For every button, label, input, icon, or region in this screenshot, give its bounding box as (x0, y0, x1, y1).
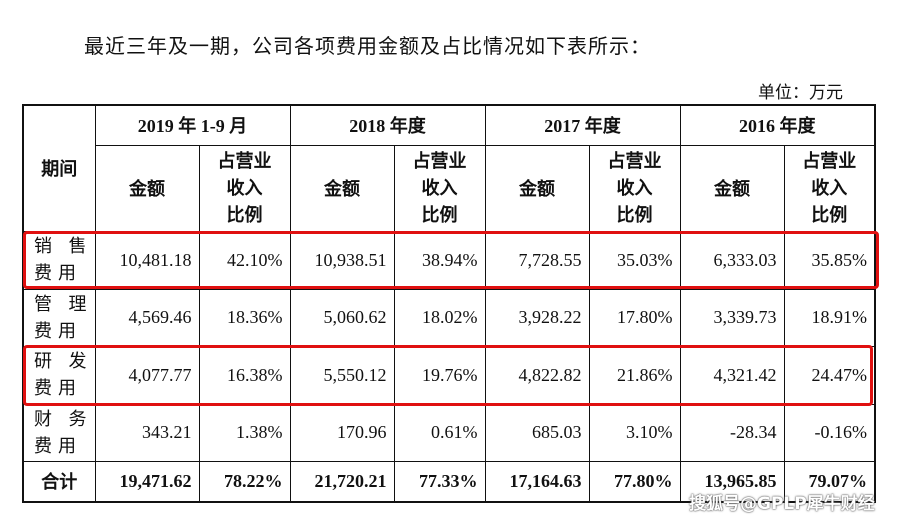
amount-header: 金额 (484, 144, 590, 232)
row-label: 管 理费用 (22, 288, 96, 347)
amount-cell: 5,060.62 (289, 288, 395, 347)
ratio-cell: 0.61% (393, 403, 486, 462)
ratio-cell: 78.22% (198, 460, 291, 503)
ratio-header: 占营业 收入 比例 (783, 144, 876, 232)
amount-cell: 6,333.03 (679, 230, 785, 290)
ratio-cell: 3.10% (588, 403, 681, 462)
amount-header: 金额 (289, 144, 395, 232)
amount-cell: 7,728.55 (484, 230, 590, 290)
amount-cell: 10,938.51 (289, 230, 395, 290)
ratio-cell: 79.07% (783, 460, 876, 503)
amount-header: 金额 (679, 144, 785, 232)
period-header: 2016 年度 (679, 104, 876, 146)
highlight-box-rd (23, 345, 873, 406)
total-label: 合计 (22, 460, 96, 503)
unit-label: 单位：万元 (758, 83, 843, 103)
watermark: 搜狐号@GPLP犀牛财经 (689, 494, 875, 514)
period-label: 期间 (22, 104, 96, 232)
period-header: 2018 年度 (289, 104, 486, 146)
row-label: 研 发费用 (22, 345, 96, 405)
ratio-cell: 17.80% (588, 288, 681, 347)
ratio-cell: 18.36% (198, 288, 291, 347)
amount-cell: 685.03 (484, 403, 590, 462)
amount-cell: 170.96 (289, 403, 395, 462)
amount-cell: 4,321.42 (679, 345, 785, 405)
amount-cell: 5,550.12 (289, 345, 395, 405)
amount-cell: 13,965.85 (679, 460, 785, 503)
amount-cell: 3,339.73 (679, 288, 785, 347)
period-header: 2019 年 1-9 月 (94, 104, 291, 146)
ratio-cell: 18.02% (393, 288, 486, 347)
highlight-box-sales (23, 231, 879, 289)
expense-table: 期间 2019 年 1-9 月 2018 年度 2017 年度 2016 年度 … (22, 104, 876, 503)
amount-cell: 19,471.62 (94, 460, 200, 503)
ratio-cell: 24.47% (783, 345, 876, 405)
amount-cell: 4,569.46 (94, 288, 200, 347)
amount-cell: 3,928.22 (484, 288, 590, 347)
ratio-cell: 77.33% (393, 460, 486, 503)
table-row: 销 售费用 10,481.18 42.10% 10,938.51 38.94% … (22, 230, 876, 290)
ratio-cell: -0.16% (783, 403, 876, 462)
amount-header: 金额 (94, 144, 200, 232)
ratio-cell: 19.76% (393, 345, 486, 405)
amount-cell: 343.21 (94, 403, 200, 462)
table-row: 研 发费用 4,077.77 16.38% 5,550.12 19.76% 4,… (22, 345, 876, 405)
ratio-header: 占营业 收入 比例 (393, 144, 486, 232)
ratio-header: 占营业 收入 比例 (588, 144, 681, 232)
table-row: 财 务费用 343.21 1.38% 170.96 0.61% 685.03 3… (22, 403, 876, 462)
total-row: 合计 19,471.62 78.22% 21,720.21 77.33% 17,… (22, 460, 876, 503)
period-header-row: 期间 2019 年 1-9 月 2018 年度 2017 年度 2016 年度 (22, 104, 876, 232)
ratio-header: 占营业 收入 比例 (198, 144, 291, 232)
amount-cell: -28.34 (679, 403, 785, 462)
row-label: 销 售费用 (22, 230, 96, 290)
ratio-cell: 21.86% (588, 345, 681, 405)
period-header: 2017 年度 (484, 104, 681, 146)
row-label: 财 务费用 (22, 403, 96, 462)
ratio-cell: 77.80% (588, 460, 681, 503)
ratio-cell: 1.38% (198, 403, 291, 462)
table-row: 管 理费用 4,569.46 18.36% 5,060.62 18.02% 3,… (22, 288, 876, 347)
subheader-row: 金额 占营业 收入 比例 金额 占营业 收入 比例 金额 占营业 收入 比例 金额 占营业收… (23, 144, 876, 232)
amount-cell: 17,164.63 (484, 460, 590, 503)
ratio-cell: 18.91% (783, 288, 876, 347)
amount-cell: 10,481.18 (94, 230, 200, 290)
amount-cell: 21,720.21 (289, 460, 395, 503)
intro-text: 最近三年及一期，公司各项费用金额及占比情况如下表所示： (84, 34, 651, 58)
